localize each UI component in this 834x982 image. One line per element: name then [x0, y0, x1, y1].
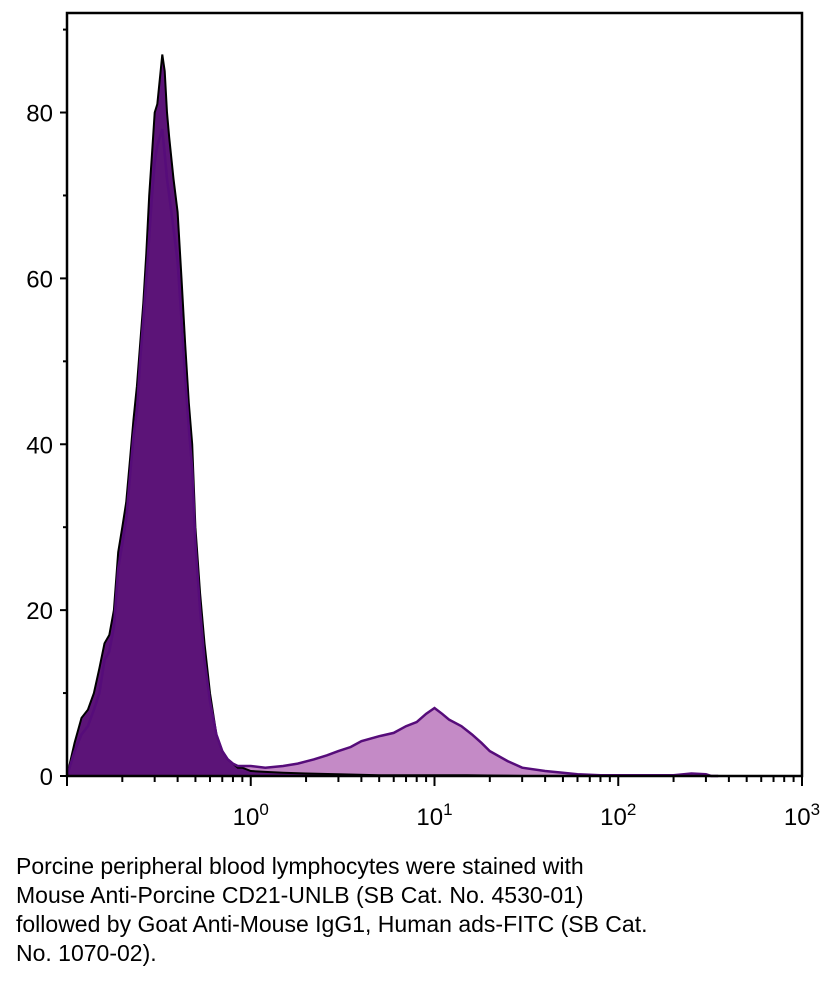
stained-series-line: [65, 128, 719, 778]
y-tick-label: 0: [40, 764, 53, 791]
caption-line-3: followed by Goat Anti-Mouse IgG1, Human …: [16, 911, 648, 937]
caption-line-2: Mouse Anti-Porcine CD21-UNLB (SB Cat. No…: [16, 882, 584, 908]
histogram-chart: 0 20 40 60 80 100 101 102 103: [26, 11, 820, 831]
y-tick-label: 20: [26, 598, 53, 625]
y-axis: 0 20 40 60 80: [26, 28, 67, 791]
y-tick-label: 60: [26, 266, 53, 293]
series-layer: [65, 54, 719, 778]
y-tick-label: 80: [26, 101, 53, 128]
x-tick-label: 102: [600, 800, 636, 831]
caption-line-4: No. 1070-02).: [16, 940, 157, 966]
x-tick-label: 101: [416, 800, 452, 831]
x-tick-label: 100: [233, 800, 269, 831]
x-axis: 100 101 102 103: [66, 776, 820, 831]
caption-line-1: Porcine peripheral blood lymphocytes wer…: [16, 853, 584, 879]
figure-caption: Porcine peripheral blood lymphocytes wer…: [16, 852, 816, 968]
control-series-fill: [67, 54, 523, 776]
y-tick-label: 40: [26, 432, 53, 459]
x-tick-label: 103: [784, 800, 820, 831]
